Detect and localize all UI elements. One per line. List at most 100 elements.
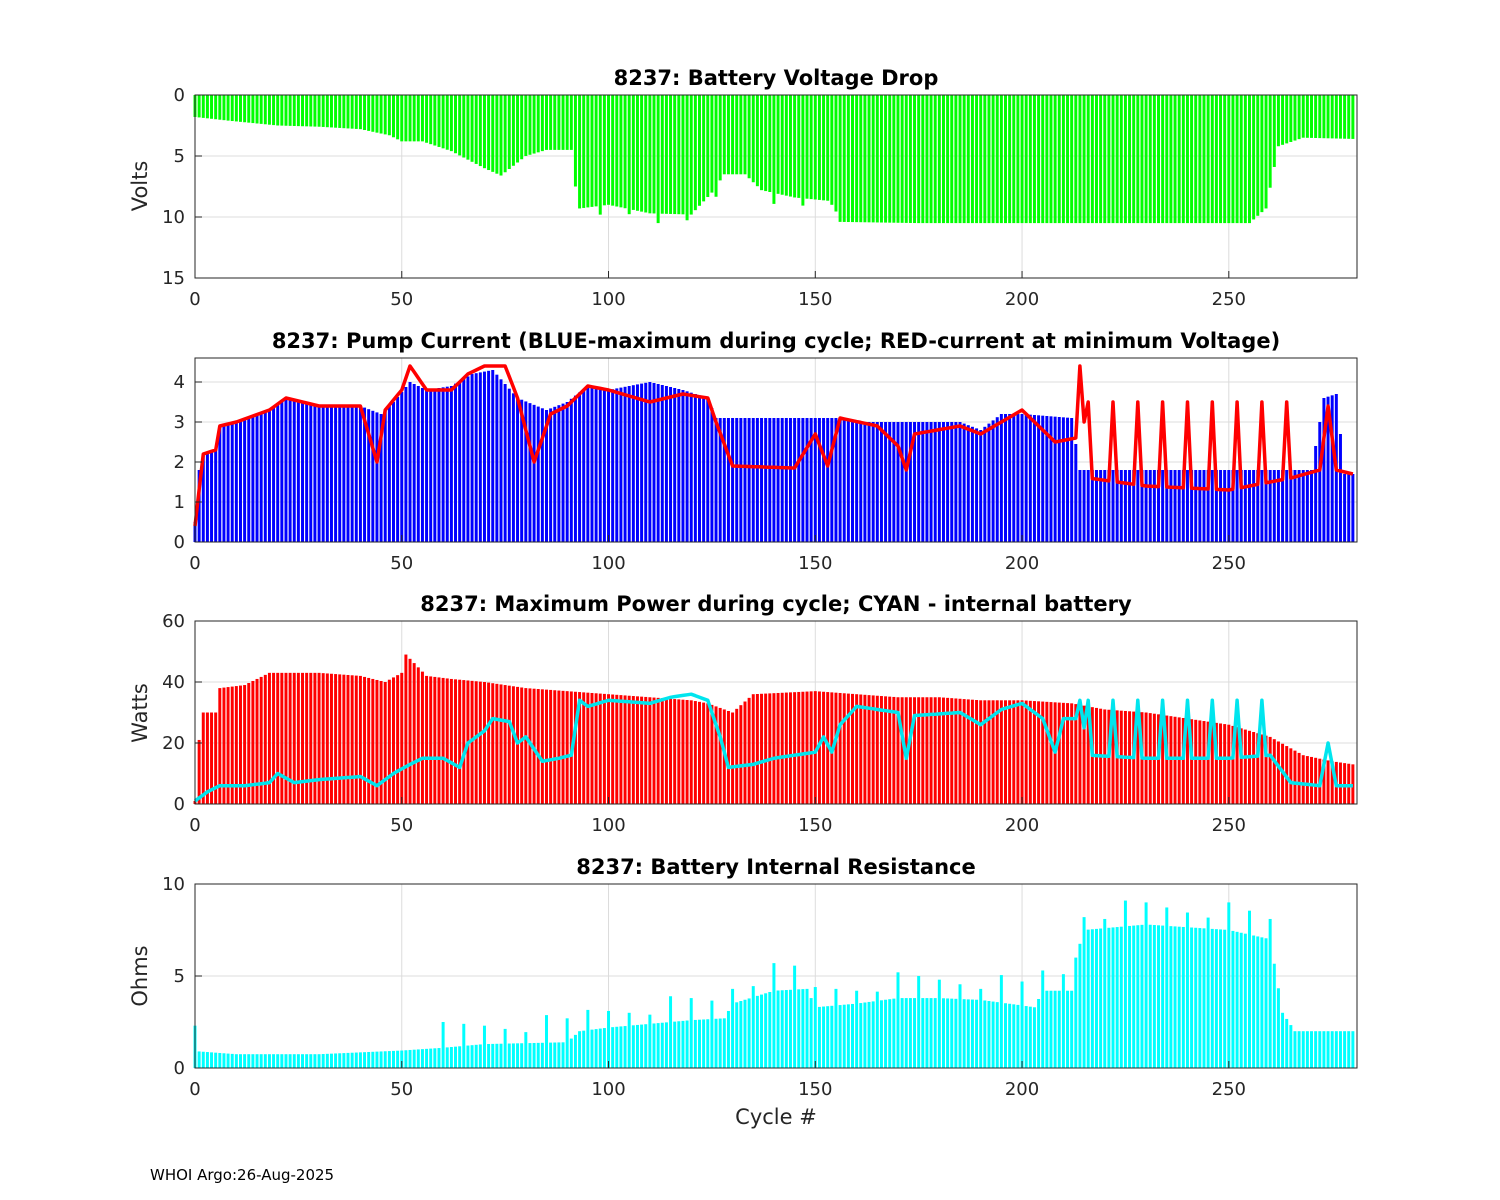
- bar: [1260, 470, 1264, 542]
- bar: [499, 95, 503, 176]
- bar: [788, 95, 792, 197]
- bar: [706, 703, 710, 804]
- bar: [454, 1046, 458, 1068]
- bar: [652, 697, 656, 804]
- bar: [946, 422, 950, 542]
- bar: [1223, 95, 1227, 224]
- bar: [1045, 416, 1049, 542]
- bar: [1310, 470, 1313, 542]
- bar: [1268, 736, 1272, 804]
- x-tick-label: 250: [1212, 553, 1246, 574]
- bar: [954, 698, 958, 804]
- bar: [822, 95, 826, 201]
- bar: [660, 95, 664, 214]
- bar: [594, 387, 598, 542]
- bar: [644, 696, 648, 804]
- bar: [1256, 95, 1260, 216]
- bar: [1012, 700, 1016, 804]
- bar: [731, 95, 735, 175]
- bar: [466, 95, 470, 160]
- bar: [830, 95, 834, 205]
- bar: [652, 95, 656, 214]
- bar: [1053, 416, 1057, 542]
- bar: [1210, 470, 1214, 542]
- bar: [991, 1001, 995, 1068]
- bar: [433, 388, 437, 542]
- chart-title: 8237: Pump Current (BLUE-maximum during …: [272, 329, 1280, 353]
- bar: [739, 1001, 743, 1068]
- bar: [1086, 929, 1090, 1068]
- bar: [1136, 925, 1140, 1068]
- bar: [425, 1048, 429, 1068]
- bar: [429, 95, 433, 145]
- bar: [305, 672, 309, 804]
- bar: [561, 1042, 565, 1068]
- bar: [884, 95, 888, 223]
- bar: [1219, 723, 1223, 804]
- bar: [1219, 470, 1223, 542]
- bar: [999, 95, 1003, 224]
- bar: [921, 998, 925, 1068]
- bar: [1343, 763, 1347, 804]
- bar: [1252, 935, 1256, 1068]
- bar: [1165, 470, 1169, 542]
- bar: [243, 1054, 247, 1068]
- bar: [313, 672, 317, 804]
- bar: [1132, 925, 1136, 1068]
- bar: [1152, 925, 1156, 1068]
- bar: [474, 681, 478, 804]
- bar: [813, 987, 817, 1068]
- bar: [1094, 470, 1098, 542]
- bar: [607, 390, 611, 542]
- bar: [698, 95, 701, 206]
- bar: [937, 422, 941, 542]
- bar: [1239, 95, 1243, 224]
- bar: [1004, 95, 1007, 224]
- x-tick-label: 200: [1005, 1079, 1039, 1100]
- bar: [884, 999, 888, 1068]
- bar: [1202, 721, 1206, 804]
- bar: [520, 687, 524, 804]
- bar: [346, 1052, 350, 1068]
- bar: [272, 1054, 276, 1068]
- x-tick-label: 150: [798, 553, 832, 574]
- bar: [677, 95, 681, 215]
- panel-voltage-drop: 0 50 100 150 200 250 0 5 10 15 8237: Battery Vol…: [128, 66, 1358, 310]
- bar: [1128, 470, 1132, 542]
- bar: [681, 95, 685, 215]
- bar: [1094, 928, 1098, 1068]
- bar: [313, 1054, 317, 1068]
- bar: [1066, 703, 1070, 804]
- bar: [536, 95, 540, 153]
- bar: [1136, 95, 1140, 224]
- bar: [458, 95, 462, 156]
- bar: [358, 1052, 362, 1068]
- plot-frame: [194, 357, 1358, 543]
- bar: [991, 420, 995, 542]
- bar: [342, 674, 346, 804]
- bar: [999, 975, 1003, 1068]
- bar: [429, 389, 433, 542]
- bar: [1173, 716, 1177, 804]
- bar: [1310, 95, 1313, 138]
- bar: [482, 95, 486, 169]
- bar: [797, 95, 801, 198]
- bar: [660, 385, 664, 542]
- bar: [1041, 970, 1045, 1068]
- bar: [941, 95, 945, 224]
- bar: [375, 1051, 379, 1068]
- bar: [1144, 902, 1148, 1068]
- bar: [553, 1042, 557, 1068]
- bar: [329, 1053, 333, 1068]
- bar: [635, 696, 639, 804]
- bar: [1099, 95, 1103, 224]
- bar: [416, 386, 420, 542]
- y-axis-label: Ohms: [128, 945, 152, 1006]
- bar: [545, 95, 548, 150]
- bar: [197, 470, 201, 542]
- bar: [1119, 95, 1123, 224]
- bar: [474, 1044, 478, 1068]
- bar: [449, 95, 453, 152]
- bar: [540, 689, 544, 804]
- bar: [1198, 720, 1202, 804]
